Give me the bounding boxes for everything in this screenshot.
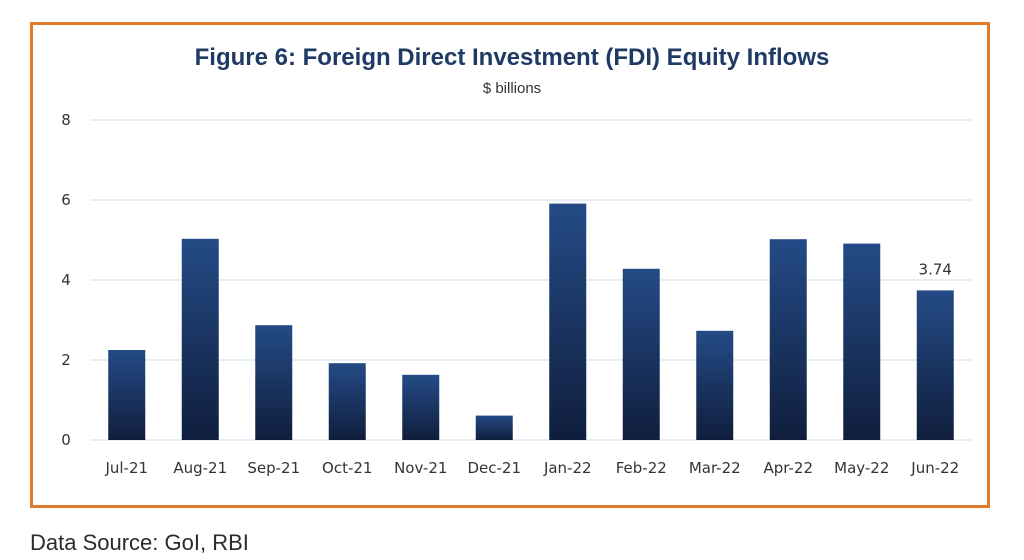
- x-tick-label: Jun-22: [910, 459, 959, 477]
- chart-frame: [30, 22, 990, 508]
- x-axis-ticks: Jul-21 Aug-21 Sep-21 Oct-21 Nov-21 Dec-21 Jan-…: [104, 459, 959, 477]
- y-tick-label: 0: [61, 431, 71, 449]
- chart-subtitle: $ billions: [482, 80, 542, 97]
- bar-aug-21: [181, 238, 219, 440]
- gridlines: [90, 119, 972, 441]
- x-tick-label: Mar-22: [689, 459, 741, 477]
- x-tick-label: May-22: [834, 459, 889, 477]
- bar-oct-21: [328, 363, 366, 440]
- x-tick-label: Feb-22: [616, 459, 667, 477]
- data-source-note: Data Source: GoI, RBI: [30, 530, 249, 555]
- data-labels: 3.74: [919, 260, 952, 278]
- y-axis-ticks: 0 2 4 6 8: [61, 111, 71, 449]
- bars: [108, 203, 954, 440]
- bar-dec-21: [475, 415, 513, 440]
- x-tick-label: Aug-21: [173, 459, 227, 477]
- x-tick-label: Nov-21: [394, 459, 447, 477]
- y-tick-label: 4: [61, 271, 71, 289]
- x-tick-label: Dec-21: [467, 459, 521, 477]
- bar-jan-22: [549, 203, 587, 440]
- bar-jul-21: [108, 350, 146, 440]
- y-tick-label: 6: [61, 191, 71, 209]
- bar-sep-21: [255, 325, 293, 440]
- x-tick-label: Sep-21: [247, 459, 300, 477]
- chart-title: Figure 6: Foreign Direct Investment (FDI…: [194, 44, 830, 71]
- y-tick-label: 2: [61, 351, 71, 369]
- bar-mar-22: [696, 330, 734, 440]
- x-tick-label: Oct-21: [322, 459, 372, 477]
- x-tick-label: Jan-22: [543, 459, 592, 477]
- bar-feb-22: [622, 268, 660, 440]
- x-tick-label: Jul-21: [104, 459, 148, 477]
- bar-nov-21: [402, 374, 440, 440]
- bar-may-22: [843, 243, 881, 440]
- x-tick-label: Apr-22: [764, 459, 814, 477]
- bar-apr-22: [769, 239, 807, 440]
- bar-jun-22: [916, 290, 954, 440]
- y-tick-label: 8: [61, 111, 71, 129]
- data-label: 3.74: [919, 260, 952, 278]
